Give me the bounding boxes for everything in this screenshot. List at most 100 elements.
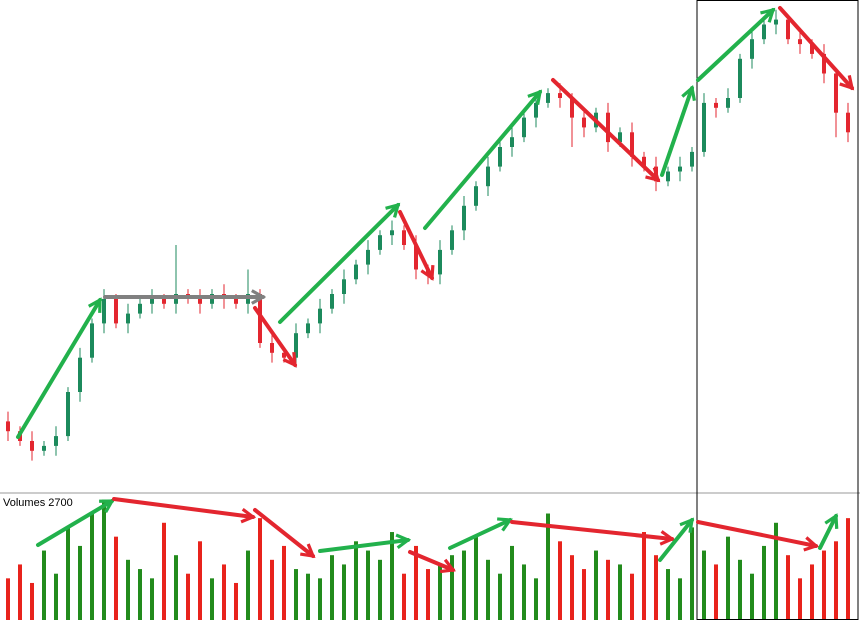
volume-bar — [846, 518, 850, 620]
candle-body — [102, 298, 106, 324]
arrow — [398, 210, 435, 281]
volume-bar — [138, 569, 142, 620]
candle-body — [366, 249, 370, 265]
candle-body — [486, 166, 490, 187]
volume-bar — [486, 559, 490, 620]
volume-bar — [834, 541, 838, 620]
arrow — [448, 517, 513, 550]
candle-body — [42, 445, 46, 451]
candle-body — [510, 137, 514, 147]
arrow — [551, 78, 661, 183]
volume-bar — [606, 559, 610, 620]
volume-bar — [150, 578, 154, 620]
candle-body — [822, 53, 826, 74]
volume-bar — [594, 550, 598, 620]
volume-bar — [330, 555, 334, 620]
arrow — [423, 89, 543, 230]
candle-body — [750, 39, 754, 59]
candle-body — [558, 93, 562, 98]
volume-bar — [18, 564, 22, 620]
arrow — [253, 306, 297, 368]
volume-panel — [6, 499, 850, 620]
candle-body — [846, 112, 850, 133]
candle-body — [570, 98, 574, 118]
candle-body — [414, 245, 418, 270]
candle-body — [306, 323, 310, 334]
candle-body — [474, 186, 478, 206]
volume-bar — [102, 499, 106, 620]
volume-bar — [318, 578, 322, 620]
arrow — [253, 508, 316, 559]
candle-body — [318, 308, 322, 324]
volume-bar — [426, 569, 430, 620]
candle-body — [606, 112, 610, 143]
volume-bar — [378, 559, 382, 620]
arrow — [408, 550, 456, 574]
volume-bar — [726, 536, 730, 620]
candle-body — [114, 298, 118, 324]
volume-bar — [234, 582, 238, 620]
volume-bar — [354, 541, 358, 620]
volume-bar — [42, 550, 46, 620]
volume-bar — [162, 522, 166, 620]
candle-body — [798, 39, 802, 45]
candle-body — [810, 44, 814, 54]
arrow — [660, 84, 696, 177]
volume-bar — [390, 532, 394, 620]
candle-body — [78, 357, 82, 392]
candle-body — [630, 132, 634, 157]
volume-bar — [462, 550, 466, 620]
trend-arrows — [16, 6, 855, 574]
arrow — [696, 7, 776, 82]
volume-bar — [690, 527, 694, 620]
volume-bar — [414, 545, 418, 620]
candle-body — [90, 323, 94, 358]
volume-bar — [30, 582, 34, 620]
volume-bar — [738, 559, 742, 620]
candle-body — [6, 421, 10, 432]
volume-bar — [78, 545, 82, 620]
candle-body — [54, 436, 58, 446]
volume-bar — [702, 550, 706, 620]
arrow — [658, 517, 695, 562]
candle-body — [702, 102, 706, 152]
volume-bar — [666, 569, 670, 620]
volume-bar — [582, 569, 586, 620]
volume-bar — [678, 578, 682, 620]
candle-body — [666, 171, 670, 182]
candle-body — [126, 313, 130, 324]
candle-body — [30, 441, 34, 451]
volume-bar — [798, 578, 802, 620]
candle-body — [498, 147, 502, 167]
volume-bar — [810, 564, 814, 620]
volume-bar — [546, 513, 550, 620]
candle-body — [450, 230, 454, 250]
arrow — [112, 497, 257, 524]
candle-body — [726, 98, 730, 108]
volume-bar — [642, 532, 646, 620]
arrow — [16, 297, 102, 439]
candle-body — [198, 298, 202, 304]
candle-body — [534, 102, 538, 118]
volume-bar — [198, 541, 202, 620]
volume-bar — [438, 564, 442, 620]
arrow — [696, 520, 820, 552]
candle-body — [774, 19, 778, 25]
volume-bar — [654, 555, 658, 620]
volume-label: Volumes 2700 — [3, 497, 73, 509]
candle-body — [462, 205, 466, 231]
candle-body — [642, 156, 646, 167]
volume-bar — [246, 550, 250, 620]
volume-bar — [114, 536, 118, 620]
volume-bar — [822, 550, 826, 620]
volume-bar — [630, 573, 634, 620]
volume-bar — [558, 541, 562, 620]
volume-bar — [366, 550, 370, 620]
candle-body — [438, 249, 442, 275]
arrow — [778, 6, 855, 91]
volume-bar — [522, 564, 526, 620]
volume-bar — [222, 564, 226, 620]
volume-bar — [6, 578, 10, 620]
highlight-box — [696, 0, 859, 620]
volume-bar — [774, 522, 778, 620]
